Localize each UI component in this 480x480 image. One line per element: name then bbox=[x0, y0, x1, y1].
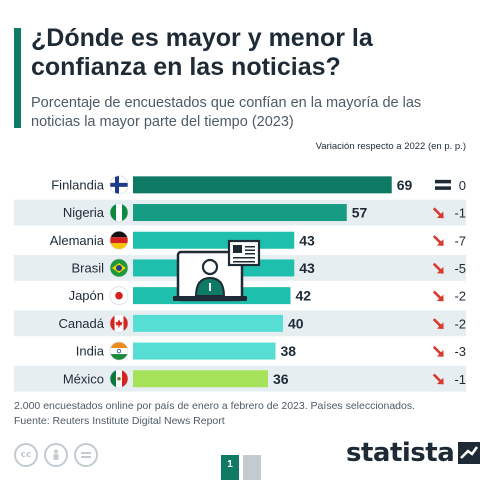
category-label: India bbox=[76, 344, 105, 359]
bar bbox=[133, 204, 347, 222]
title-accent-bar bbox=[14, 28, 21, 128]
down-arrow-icon bbox=[432, 262, 444, 274]
license-icons: cc bbox=[14, 443, 98, 467]
finland-flag-icon bbox=[109, 175, 129, 195]
bar bbox=[133, 176, 392, 194]
variation-label: -7 bbox=[454, 233, 466, 248]
logo-text: statista bbox=[346, 438, 455, 468]
data-label: 42 bbox=[296, 288, 312, 304]
page-tab-1[interactable]: 1 bbox=[221, 455, 239, 480]
bar bbox=[133, 342, 276, 360]
brazil-flag-icon bbox=[109, 258, 129, 278]
category-label: Alemania bbox=[50, 233, 105, 248]
category-label: Canadá bbox=[58, 316, 104, 331]
person-icon[interactable] bbox=[44, 443, 68, 467]
category-label: Brasil bbox=[71, 260, 104, 275]
data-label: 40 bbox=[288, 315, 304, 331]
logo-mark-icon bbox=[458, 442, 480, 464]
down-arrow-icon bbox=[432, 290, 444, 302]
variation-header: Variación respecto a 2022 (en p. p.) bbox=[315, 141, 466, 152]
footer-note: 2.000 encuestados online por país de ene… bbox=[14, 400, 416, 412]
variation-label: -1 bbox=[454, 372, 466, 387]
chart-subtitle: Porcentaje de encuestados que confían en… bbox=[31, 95, 422, 130]
bar bbox=[133, 231, 295, 249]
canada-flag-icon bbox=[109, 314, 129, 333]
news-trust-icon bbox=[173, 239, 261, 302]
category-label: Nigeria bbox=[63, 205, 105, 220]
nigeria-flag-icon bbox=[109, 203, 129, 222]
data-label: 69 bbox=[397, 177, 413, 193]
down-arrow-icon bbox=[432, 318, 444, 330]
india-flag-icon bbox=[109, 341, 129, 361]
equals-icon[interactable] bbox=[74, 443, 98, 467]
japan-flag-icon bbox=[109, 286, 129, 305]
down-arrow-icon bbox=[432, 207, 444, 219]
cc-icon[interactable]: cc bbox=[14, 443, 38, 467]
category-label: Japón bbox=[69, 288, 104, 303]
down-arrow-icon bbox=[432, 345, 444, 357]
statista-logo[interactable]: statista bbox=[346, 437, 480, 469]
equal-icon bbox=[435, 179, 451, 190]
germany-flag-icon bbox=[109, 230, 129, 250]
bar bbox=[133, 314, 283, 332]
variation-label: -5 bbox=[454, 261, 466, 276]
data-label: 36 bbox=[273, 371, 289, 387]
variation-label: 0 bbox=[459, 178, 466, 193]
bar bbox=[133, 370, 268, 388]
category-label: México bbox=[63, 371, 104, 386]
variation-label: -3 bbox=[454, 344, 466, 359]
variation-label: -1 bbox=[454, 206, 466, 221]
chart-title: ¿Dónde es mayor y menor la confianza en … bbox=[31, 24, 373, 81]
footer-source: Fuente: Reuters Institute Digital News R… bbox=[14, 415, 225, 427]
data-label: 57 bbox=[352, 205, 368, 221]
down-arrow-icon bbox=[432, 235, 444, 246]
variation-label: -2 bbox=[454, 316, 466, 331]
down-arrow-icon bbox=[432, 373, 444, 385]
page-tab-2[interactable] bbox=[243, 455, 261, 480]
data-label: 43 bbox=[299, 232, 315, 248]
data-label: 38 bbox=[281, 343, 297, 359]
footer-notes: 2.000 encuestados online por país de ene… bbox=[14, 399, 464, 429]
category-label: Finlandia bbox=[51, 177, 105, 192]
mexico-flag-icon bbox=[109, 369, 129, 389]
data-label: 43 bbox=[299, 260, 315, 276]
variation-label: -2 bbox=[454, 289, 466, 304]
